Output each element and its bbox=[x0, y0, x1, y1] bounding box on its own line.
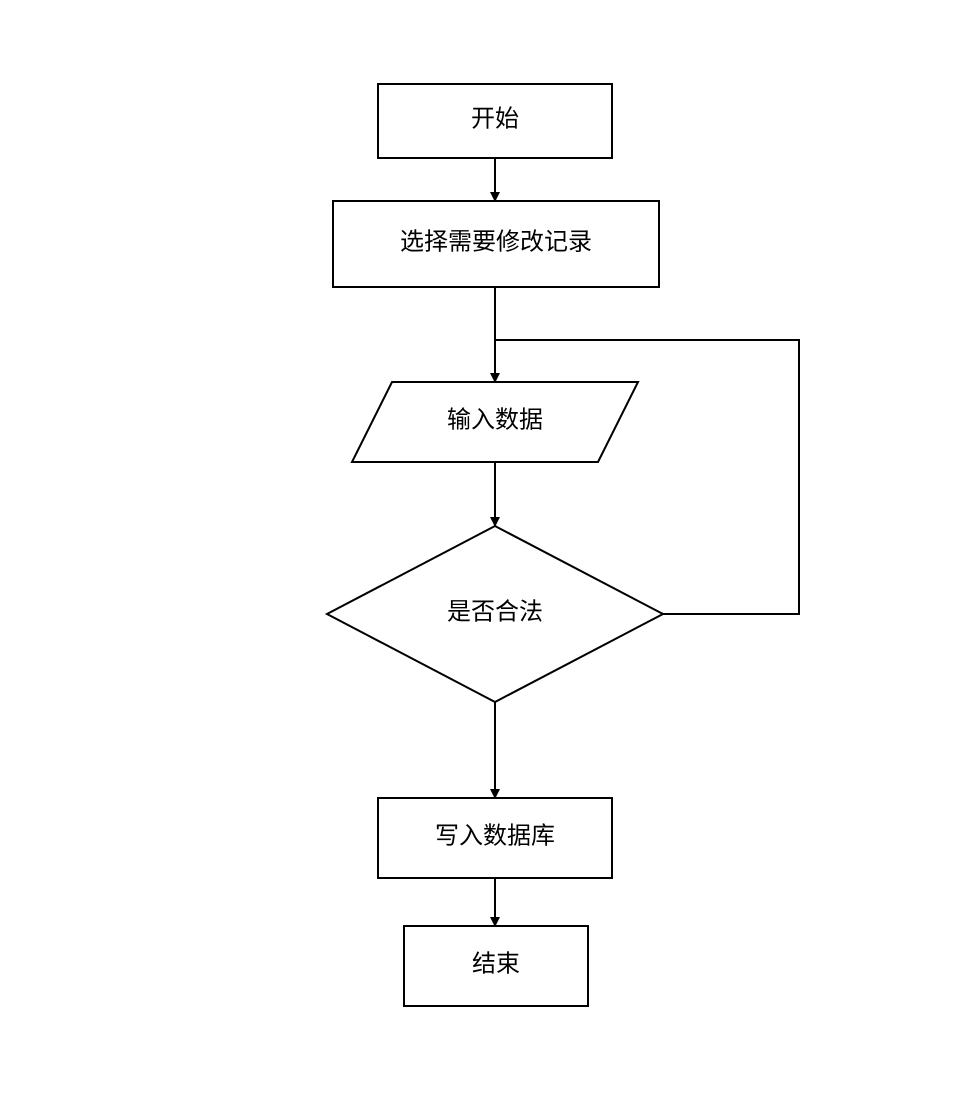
node-start-label: 开始 bbox=[471, 106, 519, 133]
node-write: 写入数据库 bbox=[378, 798, 612, 878]
node-select-label: 选择需要修改记录 bbox=[400, 229, 592, 256]
node-end-label: 结束 bbox=[472, 951, 520, 978]
node-decide: 是否合法 bbox=[327, 526, 663, 702]
node-decide-label: 是否合法 bbox=[447, 599, 543, 626]
flowchart-canvas: 开始选择需要修改记录输入数据是否合法写入数据库结束 bbox=[0, 0, 976, 1108]
node-select: 选择需要修改记录 bbox=[333, 201, 659, 287]
node-input: 输入数据 bbox=[352, 382, 638, 462]
node-start: 开始 bbox=[378, 84, 612, 158]
node-end: 结束 bbox=[404, 926, 588, 1006]
node-input-label: 输入数据 bbox=[447, 407, 543, 434]
node-write-label: 写入数据库 bbox=[435, 823, 555, 850]
